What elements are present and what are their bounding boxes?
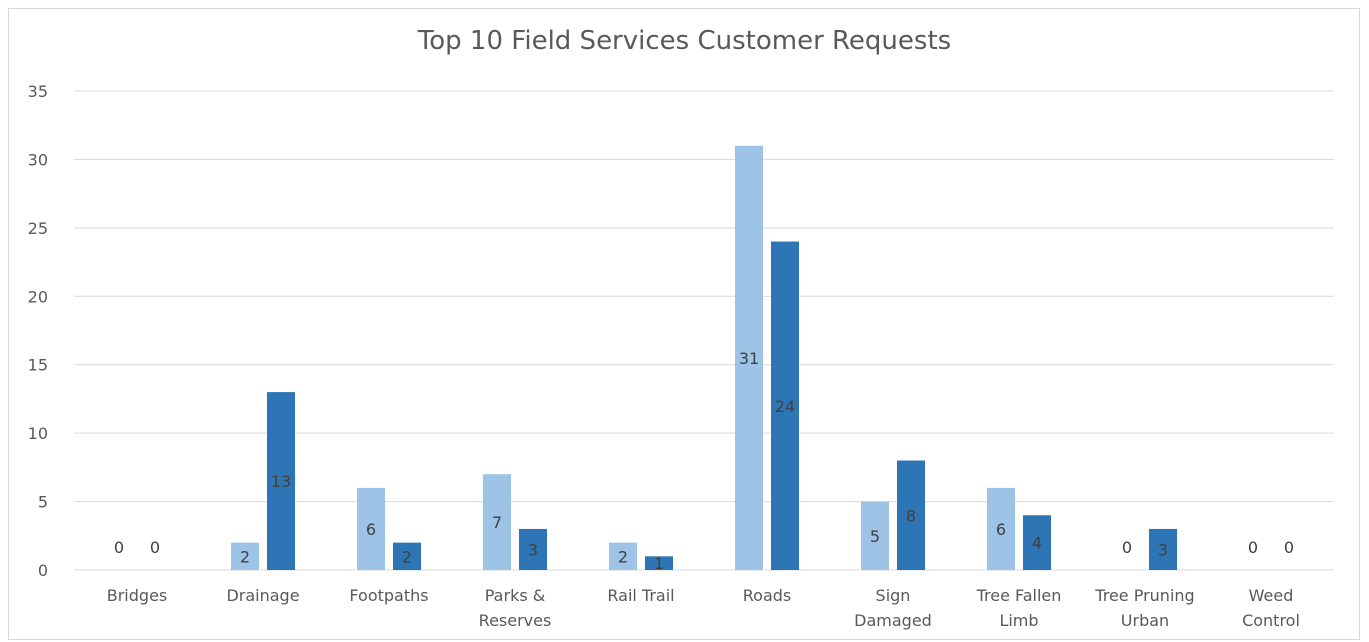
x-tick-label: Damaged	[854, 611, 932, 630]
bar	[861, 501, 889, 570]
bar	[735, 145, 763, 570]
bar	[519, 528, 547, 570]
bar	[357, 487, 385, 570]
bar	[987, 487, 1015, 570]
bar	[609, 542, 637, 570]
x-tick-label: Bridges	[107, 586, 168, 605]
bar	[1023, 515, 1051, 570]
bar	[231, 542, 259, 570]
data-label: 0	[1248, 538, 1258, 557]
y-tick-label: 15	[28, 356, 48, 375]
x-tick-label: Control	[1242, 611, 1300, 630]
y-tick-label: 35	[28, 82, 48, 101]
x-tick-label: Tree Pruning	[1094, 586, 1194, 605]
x-tick-label: Reserves	[479, 611, 552, 630]
x-tick-label: Parks &	[485, 586, 545, 605]
x-tick-label: Footpaths	[349, 586, 428, 605]
x-tick-label: Urban	[1121, 611, 1169, 630]
x-tick-label: Tree Fallen	[976, 586, 1062, 605]
y-tick-label: 10	[28, 424, 48, 443]
chart-title: Top 10 Field Services Customer Requests	[417, 26, 952, 56]
bar	[771, 241, 799, 571]
y-tick-label: 5	[38, 493, 48, 512]
data-label: 3	[528, 540, 538, 559]
y-tick-label: 30	[28, 150, 48, 169]
data-label: 2	[618, 547, 628, 566]
data-label: 0	[1122, 538, 1132, 557]
bar	[483, 474, 511, 570]
data-label: 2	[240, 547, 250, 566]
y-tick-label: 25	[28, 219, 48, 238]
x-tick-label: Roads	[743, 586, 791, 605]
data-label: 6	[996, 520, 1006, 539]
data-label: 31	[739, 349, 759, 368]
x-tick-label: Drainage	[226, 586, 299, 605]
bar	[645, 556, 673, 570]
bar	[267, 392, 295, 570]
data-label: 13	[271, 472, 291, 491]
data-label: 1	[654, 554, 664, 573]
x-tick-label: Sign	[876, 586, 911, 605]
x-tick-label: Rail Trail	[607, 586, 674, 605]
data-label: 4	[1032, 534, 1042, 553]
chart-frame	[8, 8, 1360, 640]
data-label: 8	[906, 506, 916, 525]
data-label: 5	[870, 527, 880, 546]
x-tick-label: Limb	[999, 611, 1038, 630]
data-label: 6	[366, 520, 376, 539]
y-tick-label: 0	[38, 561, 48, 580]
data-label: 24	[775, 397, 795, 416]
bar	[897, 460, 925, 570]
bar	[393, 542, 421, 570]
y-tick-label: 20	[28, 287, 48, 306]
x-tick-label: Weed	[1249, 586, 1294, 605]
data-label: 0	[1284, 538, 1294, 557]
data-label: 2	[402, 547, 412, 566]
bar	[1149, 528, 1177, 570]
data-label: 7	[492, 513, 502, 532]
data-label: 0	[150, 538, 160, 557]
data-label: 3	[1158, 540, 1168, 559]
data-label: 0	[114, 538, 124, 557]
